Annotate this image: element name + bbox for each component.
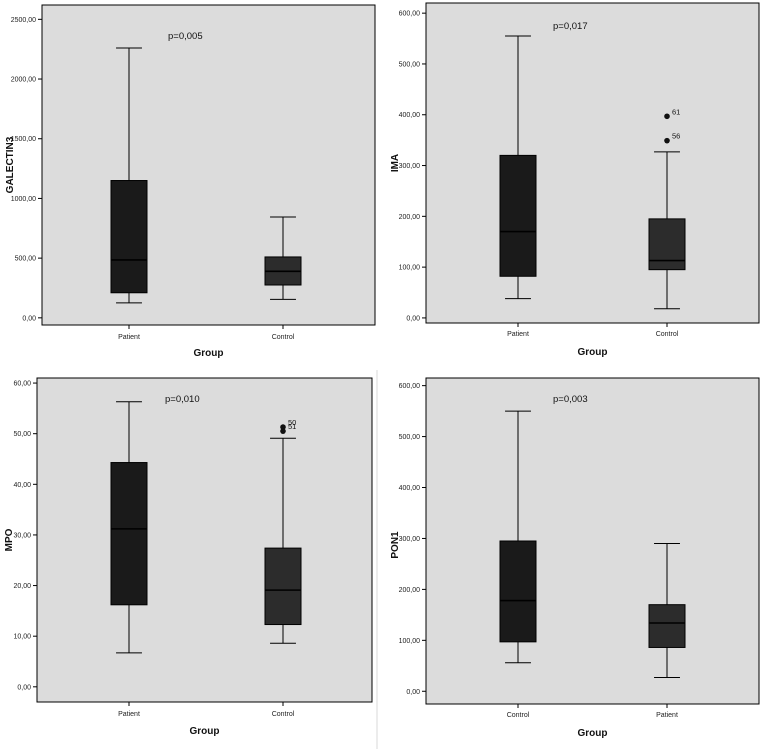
y-tick-label: 200,00 <box>399 587 421 594</box>
outlier-point <box>280 428 286 434</box>
x-tick-label: Patient <box>118 711 140 718</box>
iqr-box <box>110 462 148 606</box>
y-tick-label: 500,00 <box>399 434 421 441</box>
x-tick-label: Patient <box>118 334 140 341</box>
y-tick-label: 100,00 <box>399 265 421 272</box>
y-tick-label: 500,00 <box>15 256 37 263</box>
y-tick-label: 40,00 <box>13 482 31 489</box>
y-tick-label: 500,00 <box>399 61 421 68</box>
y-tick-label: 0,00 <box>406 689 420 696</box>
y-tick-label: 1500,00 <box>11 136 36 143</box>
y-axis-title: IMA <box>390 154 401 172</box>
box-patient <box>499 35 537 300</box>
iqr-box <box>648 604 686 648</box>
outlier-label: 50 <box>288 418 296 427</box>
y-tick-label: 30,00 <box>13 532 31 539</box>
plot-area <box>41 4 376 326</box>
p-value-annotation: p=0,017 <box>553 21 588 32</box>
y-tick-label: 20,00 <box>13 583 31 590</box>
y-axis-title: MPO <box>4 528 15 551</box>
box-patient <box>648 543 686 679</box>
y-tick-label: 60,00 <box>13 381 31 388</box>
box-patient <box>110 47 148 304</box>
y-tick-label: 400,00 <box>399 485 421 492</box>
y-tick-label: 0,00 <box>22 315 36 322</box>
x-tick-label: Patient <box>507 331 529 338</box>
iqr-box <box>110 180 148 294</box>
y-tick-label: 0,00 <box>17 684 31 691</box>
iqr-box <box>499 154 537 277</box>
y-axis-title: GALECTIN3 <box>5 136 16 193</box>
y-tick-label: 50,00 <box>13 431 31 438</box>
y-tick-label: 1000,00 <box>11 196 36 203</box>
y-tick-label: 400,00 <box>399 112 421 119</box>
y-tick-label: 300,00 <box>399 536 421 543</box>
box-control <box>499 410 537 664</box>
outlier-label: 56 <box>672 132 680 141</box>
y-tick-label: 2000,00 <box>11 77 36 84</box>
x-axis-title: Group <box>578 728 608 739</box>
chart-panel-galectin3: 0,00 500,00 1000,00 1500,00 2000,00 2500,00 Pa… <box>5 4 376 359</box>
plot-area <box>425 2 760 324</box>
p-value-annotation: p=0,005 <box>168 31 203 42</box>
x-tick-label: Control <box>656 331 679 338</box>
x-axis-title: Group <box>578 347 608 358</box>
outlier-point <box>664 137 670 144</box>
x-axis-title: Group <box>194 348 224 359</box>
y-axis-title: PON1 <box>390 531 401 559</box>
y-tick-label: 200,00 <box>399 214 421 221</box>
p-value-annotation: p=0,010 <box>165 394 200 405</box>
y-tick-label: 100,00 <box>399 638 421 645</box>
iqr-box <box>499 540 537 643</box>
plot-area <box>425 377 760 705</box>
y-tick-label: 600,00 <box>399 11 421 18</box>
y-tick-label: 300,00 <box>399 163 421 170</box>
iqr-box <box>648 218 686 271</box>
y-tick-label: 0,00 <box>406 315 420 322</box>
x-tick-label: Control <box>507 712 530 719</box>
iqr-box <box>264 547 302 626</box>
chart-panel-mpo: 0,00 10,00 20,00 30,00 40,00 50,00 60,00 Patien… <box>4 377 373 737</box>
chart-panel-ima: 0,00 100,00 200,00 300,00 400,00 500,00 600,00… <box>390 2 760 358</box>
y-tick-label: 2500,00 <box>11 17 36 24</box>
chart-panel-pon1: 0,00 100,00 200,00 300,00 400,00 500,00 600,00… <box>390 377 760 739</box>
outlier-label: 61 <box>672 107 680 116</box>
plot-area <box>36 377 373 703</box>
box-control: 61 56 <box>648 107 686 310</box>
x-axis-title: Group <box>190 726 220 737</box>
x-tick-label: Control <box>272 334 295 341</box>
y-tick-label: 10,00 <box>13 634 31 641</box>
box-patient <box>110 401 148 654</box>
outlier-point <box>280 424 286 430</box>
x-tick-label: Patient <box>656 712 678 719</box>
p-value-annotation: p=0,003 <box>553 394 588 405</box>
y-tick-label: 600,00 <box>399 383 421 390</box>
x-tick-label: Control <box>272 711 295 718</box>
outlier-point <box>664 113 670 120</box>
outlier-label: 51 <box>288 422 296 431</box>
box-control <box>264 216 302 300</box>
